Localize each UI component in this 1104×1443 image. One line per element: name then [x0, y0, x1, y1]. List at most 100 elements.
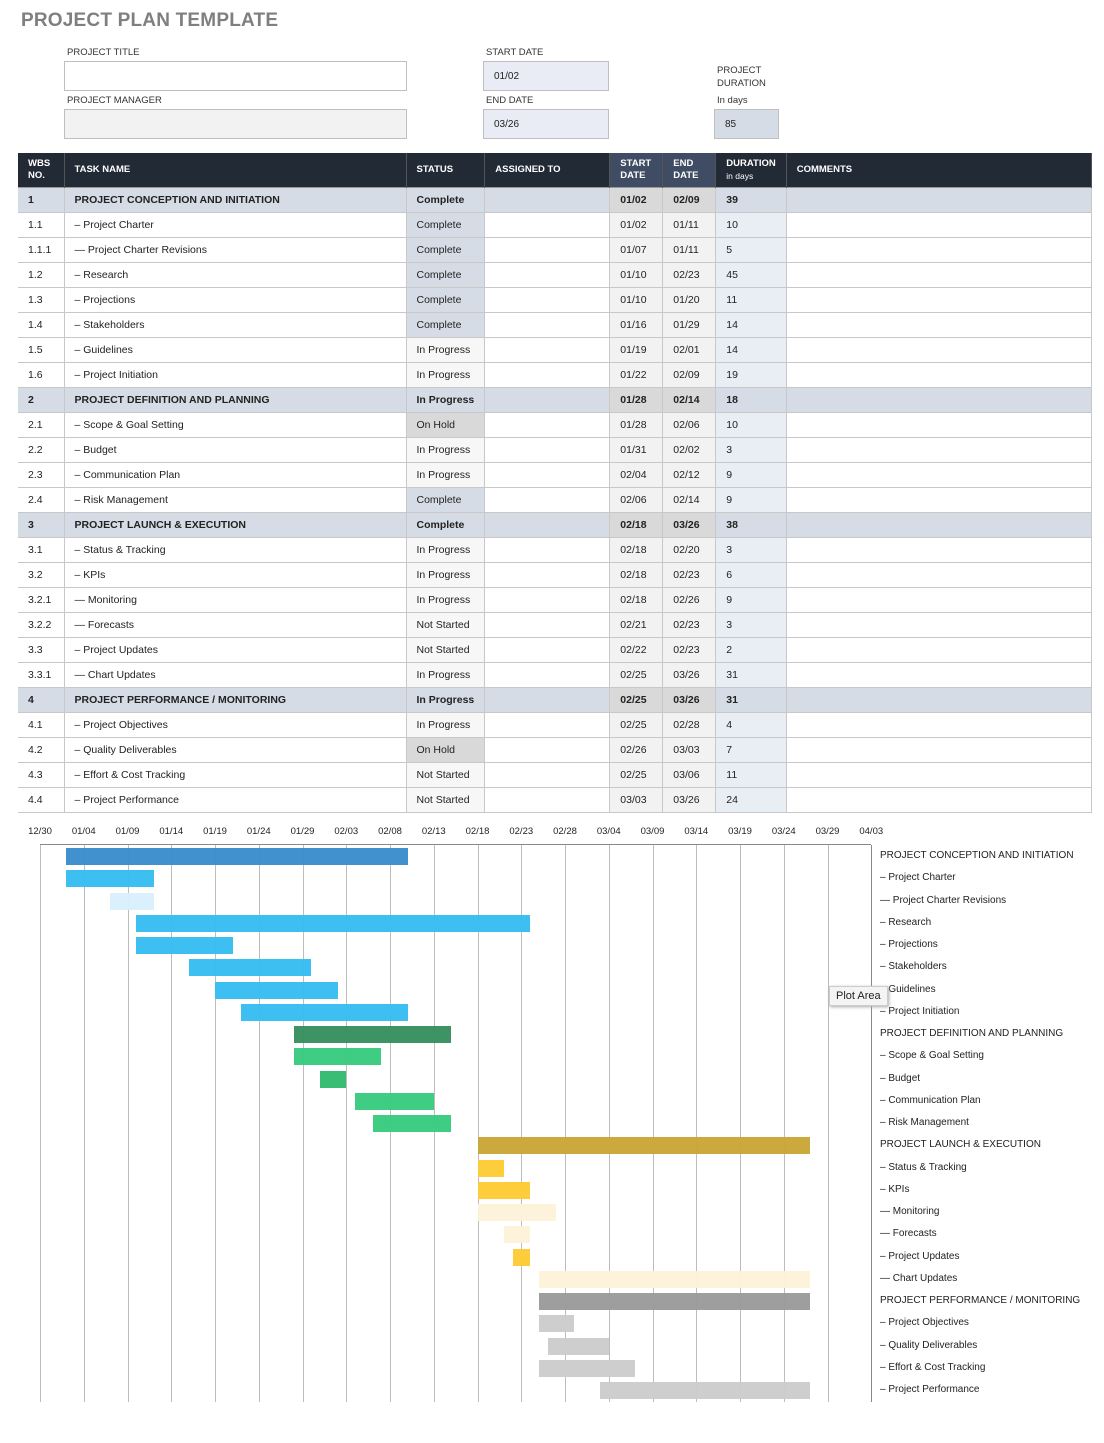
duration-cell[interactable]: 5	[715, 237, 787, 263]
status-cell[interactable]: Complete	[406, 237, 486, 263]
status-cell[interactable]: In Progress	[406, 362, 486, 388]
end-date-cell[interactable]: 02/09	[662, 187, 717, 213]
table-row[interactable]: 3.1– Status & Tracking In Progress 02/18 02…	[18, 537, 1092, 563]
comments-cell[interactable]	[786, 562, 1092, 588]
duration-cell[interactable]: 11	[715, 762, 787, 788]
assigned-cell[interactable]	[484, 612, 611, 638]
comments-cell[interactable]	[786, 612, 1092, 638]
comments-cell[interactable]	[786, 662, 1092, 688]
comments-cell[interactable]	[786, 787, 1092, 813]
table-row[interactable]: 3.2.2— Forecasts Not Started 02/21 02/23 3	[18, 612, 1092, 638]
wbs-cell[interactable]: 4	[18, 687, 65, 713]
start-date-cell[interactable]: 01/10	[609, 287, 664, 313]
wbs-cell[interactable]: 1	[18, 187, 65, 213]
start-date-cell[interactable]: 02/18	[609, 512, 664, 538]
task-name-cell[interactable]: PROJECT PERFORMANCE / MONITORING	[64, 687, 407, 713]
comments-cell[interactable]	[786, 737, 1092, 763]
assigned-cell[interactable]	[484, 362, 611, 388]
table-row[interactable]: 4.3– Effort & Cost Tracking Not Started 02…	[18, 762, 1092, 788]
status-cell[interactable]: In Progress	[406, 687, 486, 713]
task-name-cell[interactable]: – Effort & Cost Tracking	[64, 762, 407, 788]
status-cell[interactable]: In Progress	[406, 537, 486, 563]
task-name-cell[interactable]: PROJECT DEFINITION AND PLANNING	[64, 387, 407, 413]
duration-cell[interactable]: 19	[715, 362, 787, 388]
status-cell[interactable]: In Progress	[406, 337, 486, 363]
task-name-cell[interactable]: PROJECT CONCEPTION AND INITIATION	[64, 187, 407, 213]
task-name-cell[interactable]: — Project Charter Revisions	[64, 237, 407, 263]
task-name-cell[interactable]: – Communication Plan	[64, 462, 407, 488]
end-date-cell[interactable]: 01/11	[662, 212, 717, 238]
table-row[interactable]: 2.2– Budget In Progress 01/31 02/02 3	[18, 437, 1092, 463]
end-date-cell[interactable]: 02/23	[662, 262, 717, 288]
assigned-cell[interactable]	[484, 437, 611, 463]
duration-cell[interactable]: 3	[715, 537, 787, 563]
end-date-cell[interactable]: 03/03	[662, 737, 717, 763]
status-cell[interactable]: On Hold	[406, 412, 486, 438]
comments-cell[interactable]	[786, 687, 1092, 713]
project-title-field[interactable]	[64, 61, 407, 91]
end-date-cell[interactable]: 02/23	[662, 562, 717, 588]
wbs-cell[interactable]: 3.2.1	[18, 587, 65, 613]
end-date-cell[interactable]: 02/09	[662, 362, 717, 388]
start-date-cell[interactable]: 01/02	[609, 187, 664, 213]
comments-cell[interactable]	[786, 212, 1092, 238]
task-name-cell[interactable]: – Budget	[64, 437, 407, 463]
task-name-cell[interactable]: PROJECT LAUNCH & EXECUTION	[64, 512, 407, 538]
duration-cell[interactable]: 9	[715, 462, 787, 488]
assigned-cell[interactable]	[484, 462, 611, 488]
start-date-cell[interactable]: 02/26	[609, 737, 664, 763]
comments-cell[interactable]	[786, 312, 1092, 338]
table-row[interactable]: 3.2– KPIs In Progress 02/18 02/23 6	[18, 562, 1092, 588]
assigned-cell[interactable]	[484, 712, 611, 738]
comments-cell[interactable]	[786, 712, 1092, 738]
start-date-cell[interactable]: 02/21	[609, 612, 664, 638]
table-row[interactable]: 3 PROJECT LAUNCH & EXECUTION Complete 02/18…	[18, 512, 1092, 538]
wbs-cell[interactable]: 3.2	[18, 562, 65, 588]
wbs-cell[interactable]: 1.4	[18, 312, 65, 338]
task-name-cell[interactable]: – Project Initiation	[64, 362, 407, 388]
duration-cell[interactable]: 3	[715, 612, 787, 638]
end-date-cell[interactable]: 02/14	[662, 487, 717, 513]
table-row[interactable]: 3.3.1— Chart Updates In Progress 02/25 03/2…	[18, 662, 1092, 688]
task-name-cell[interactable]: — Monitoring	[64, 587, 407, 613]
end-date-cell[interactable]: 03/06	[662, 762, 717, 788]
wbs-cell[interactable]: 3.1	[18, 537, 65, 563]
wbs-cell[interactable]: 3.3.1	[18, 662, 65, 688]
status-cell[interactable]: In Progress	[406, 587, 486, 613]
wbs-cell[interactable]: 1.3	[18, 287, 65, 313]
table-row[interactable]: 2.4– Risk Management Complete 02/06 02/14 9	[18, 487, 1092, 513]
end-date-cell[interactable]: 02/20	[662, 537, 717, 563]
start-date-cell[interactable]: 02/25	[609, 662, 664, 688]
comments-cell[interactable]	[786, 587, 1092, 613]
start-date-cell[interactable]: 02/06	[609, 487, 664, 513]
wbs-cell[interactable]: 3.3	[18, 637, 65, 663]
assigned-cell[interactable]	[484, 287, 611, 313]
status-cell[interactable]: In Progress	[406, 562, 486, 588]
comments-cell[interactable]	[786, 637, 1092, 663]
wbs-cell[interactable]: 2	[18, 387, 65, 413]
end-date-cell[interactable]: 03/26	[662, 787, 717, 813]
wbs-cell[interactable]: 4.3	[18, 762, 65, 788]
comments-cell[interactable]	[786, 387, 1092, 413]
wbs-cell[interactable]: 1.1	[18, 212, 65, 238]
end-date-cell[interactable]: 01/29	[662, 312, 717, 338]
table-row[interactable]: 4.4– Project Performance Not Started 03/03…	[18, 787, 1092, 813]
comments-cell[interactable]	[786, 487, 1092, 513]
task-name-cell[interactable]: – Research	[64, 262, 407, 288]
start-date-cell[interactable]: 02/18	[609, 562, 664, 588]
wbs-cell[interactable]: 4.2	[18, 737, 65, 763]
table-row[interactable]: 1.1.1— Project Charter Revisions Complete…	[18, 237, 1092, 263]
comments-cell[interactable]	[786, 462, 1092, 488]
end-date-cell[interactable]: 02/14	[662, 387, 717, 413]
comments-cell[interactable]	[786, 337, 1092, 363]
start-date-cell[interactable]: 01/28	[609, 412, 664, 438]
assigned-cell[interactable]	[484, 412, 611, 438]
table-row[interactable]: 1.1– Project Charter Complete 01/02 01/11 10	[18, 212, 1092, 238]
end-date-cell[interactable]: 02/23	[662, 612, 717, 638]
status-cell[interactable]: In Progress	[406, 437, 486, 463]
status-cell[interactable]: Not Started	[406, 637, 486, 663]
assigned-cell[interactable]	[484, 562, 611, 588]
task-name-cell[interactable]: – Scope & Goal Setting	[64, 412, 407, 438]
assigned-cell[interactable]	[484, 387, 611, 413]
duration-cell[interactable]: 31	[715, 662, 787, 688]
